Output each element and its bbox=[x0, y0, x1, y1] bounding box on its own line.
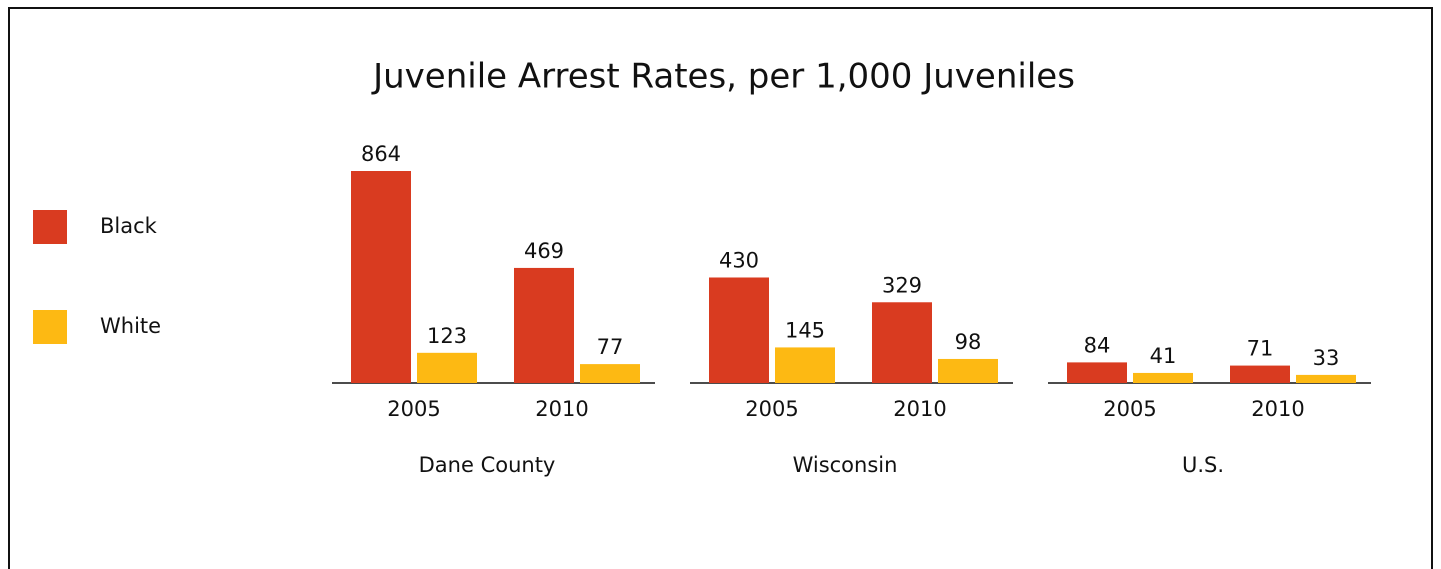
value-label: 123 bbox=[427, 324, 467, 348]
value-label: 469 bbox=[524, 239, 564, 263]
bar bbox=[1296, 374, 1356, 383]
value-label: 84 bbox=[1084, 333, 1111, 357]
bar bbox=[1230, 365, 1290, 383]
x-tick-label: 2005 bbox=[1103, 397, 1156, 421]
legend-swatch bbox=[33, 210, 67, 244]
frame bbox=[8, 7, 1433, 569]
value-label: 41 bbox=[1150, 344, 1177, 368]
value-label: 77 bbox=[597, 335, 624, 359]
value-label: 98 bbox=[955, 330, 982, 354]
bar bbox=[709, 277, 769, 383]
bar bbox=[938, 358, 998, 383]
bar bbox=[417, 352, 477, 383]
value-label: 145 bbox=[785, 318, 825, 342]
bar bbox=[580, 364, 640, 383]
group-label: Wisconsin bbox=[793, 453, 898, 477]
bar bbox=[1133, 372, 1193, 383]
bar bbox=[872, 302, 932, 383]
value-label: 864 bbox=[361, 142, 401, 166]
bar bbox=[775, 347, 835, 383]
value-label: 430 bbox=[719, 248, 759, 272]
x-tick-label: 2005 bbox=[387, 397, 440, 421]
chart-title: Juvenile Arrest Rates, per 1,000 Juvenil… bbox=[371, 57, 1075, 97]
value-label: 33 bbox=[1313, 346, 1340, 370]
legend-swatch bbox=[33, 310, 67, 344]
group-label: Dane County bbox=[419, 453, 556, 477]
x-tick-label: 2010 bbox=[535, 397, 588, 421]
x-tick-label: 2010 bbox=[1251, 397, 1304, 421]
bar bbox=[1067, 362, 1127, 383]
bar bbox=[351, 171, 411, 383]
value-label: 329 bbox=[882, 273, 922, 297]
legend-label: Black bbox=[100, 214, 158, 238]
x-tick-label: 2005 bbox=[745, 397, 798, 421]
legend-label: White bbox=[100, 314, 161, 338]
value-label: 71 bbox=[1247, 337, 1274, 361]
bar bbox=[514, 267, 574, 383]
x-tick-label: 2010 bbox=[893, 397, 946, 421]
group-label: U.S. bbox=[1182, 453, 1224, 477]
